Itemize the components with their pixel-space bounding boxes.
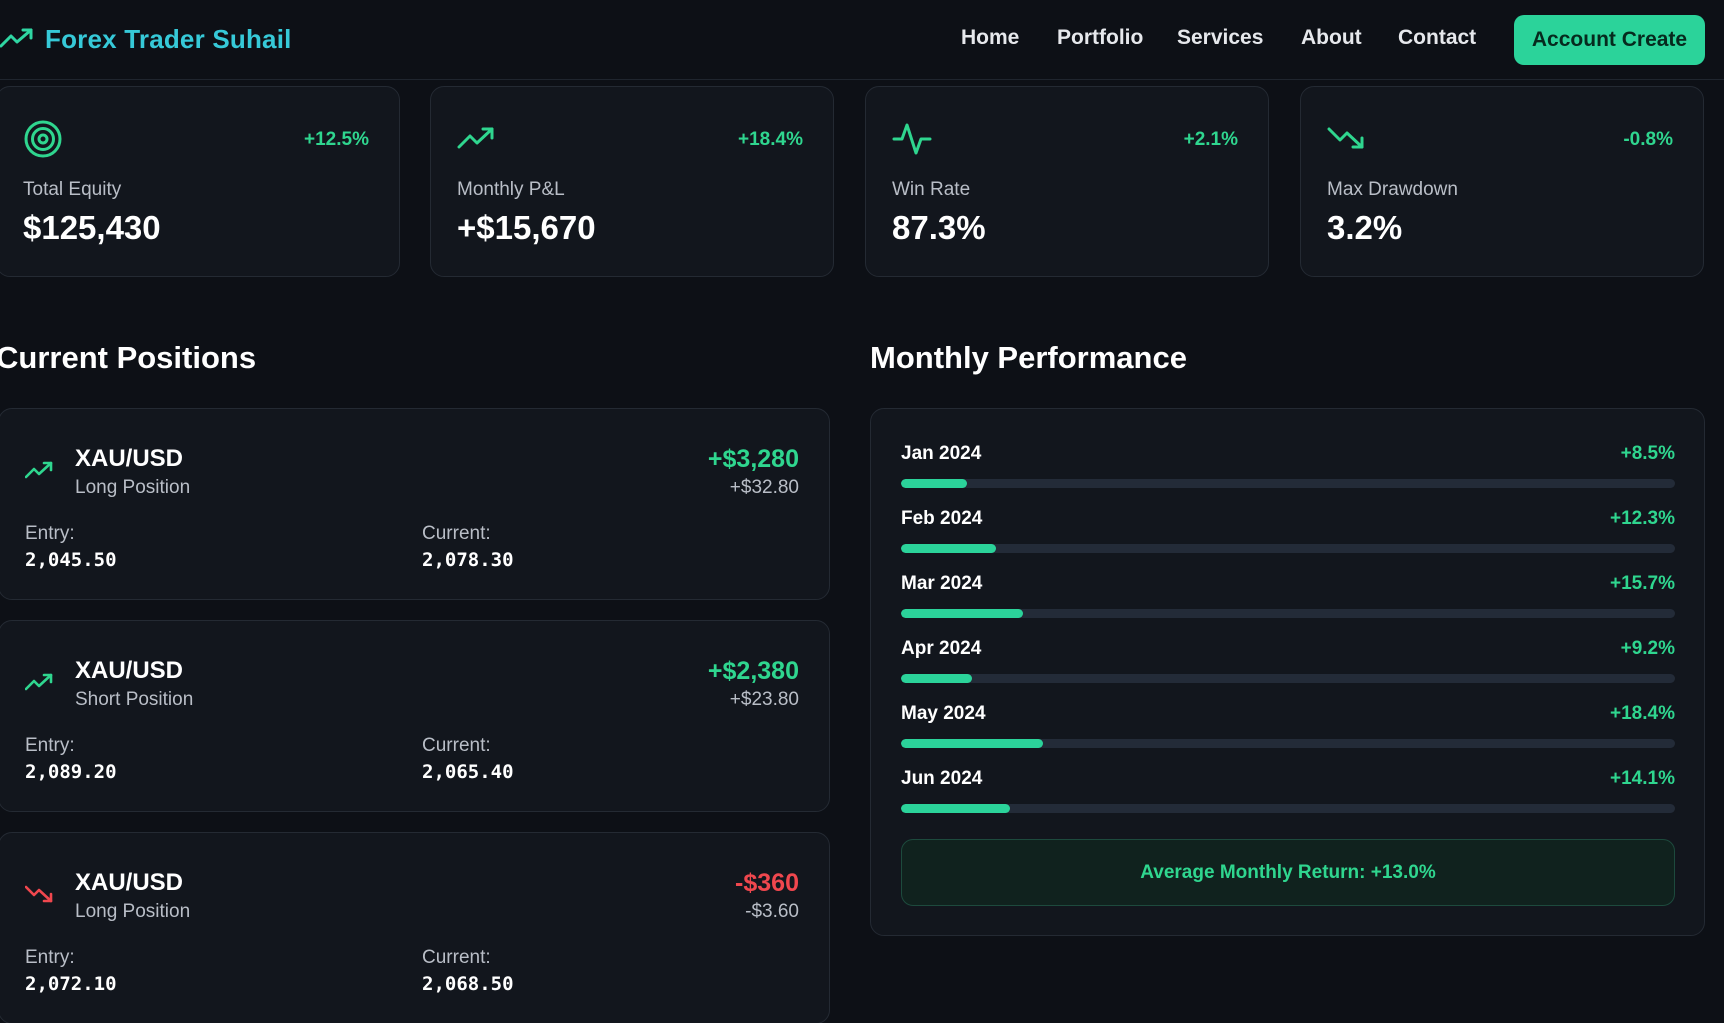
progress-fill — [901, 609, 1023, 618]
positions-section-title: Current Positions — [0, 340, 257, 375]
performance-month: Feb 2024 — [901, 508, 983, 529]
entry-value: 2,045.50 — [25, 549, 117, 571]
progress-track — [901, 804, 1675, 813]
stat-value: 3.2% — [1327, 209, 1403, 246]
stat-change: +18.4% — [738, 129, 803, 150]
nav-link-about[interactable]: About — [1301, 26, 1362, 49]
progress-track — [901, 609, 1675, 618]
progress-fill — [901, 674, 973, 683]
current-value: 2,068.50 — [422, 973, 514, 995]
progress-fill — [901, 804, 1011, 813]
trending-up-icon — [457, 127, 494, 149]
performance-value: +15.7% — [1610, 573, 1675, 594]
performance-row: Jun 2024 +14.1% — [901, 768, 1675, 818]
progress-track — [901, 544, 1675, 553]
position-type: Short Position — [75, 689, 194, 710]
position-type: Long Position — [75, 477, 191, 498]
performance-section-title: Monthly Performance — [870, 340, 1187, 375]
performance-row: Mar 2024 +15.7% — [901, 573, 1675, 623]
trending-down-icon — [1327, 127, 1364, 149]
trending-up-icon — [0, 28, 33, 48]
trending-down-icon — [25, 885, 53, 903]
activity-icon — [892, 123, 932, 155]
performance-month: Apr 2024 — [901, 638, 982, 659]
position-pnl-sub: +$23.80 — [729, 689, 799, 710]
current-label: Current: — [422, 947, 491, 968]
account-create-button[interactable]: Account Create — [1514, 15, 1705, 65]
position-card[interactable]: XAU/USD Short Position +$2,380 +$23.80 E… — [0, 620, 830, 812]
current-label: Current: — [422, 735, 491, 756]
progress-track — [901, 674, 1675, 683]
entry-value: 2,072.10 — [25, 973, 117, 995]
progress-fill — [901, 544, 997, 553]
position-pnl: +$2,380 — [707, 657, 799, 685]
top-nav: Forex Trader Suhail Home Portfolio Servi… — [0, 0, 1724, 80]
trending-up-icon — [25, 461, 53, 479]
performance-value: +9.2% — [1620, 638, 1675, 659]
nav-link-portfolio[interactable]: Portfolio — [1057, 26, 1144, 49]
stat-value: $125,430 — [23, 209, 161, 246]
performance-value: +12.3% — [1610, 508, 1675, 529]
average-monthly-return: Average Monthly Return: +13.0% — [901, 839, 1675, 906]
stat-change: +2.1% — [1183, 129, 1238, 150]
progress-track — [901, 739, 1675, 748]
current-value: 2,065.40 — [422, 761, 514, 783]
position-pnl: +$3,280 — [707, 445, 799, 473]
stat-label: Monthly P&L — [457, 179, 565, 200]
performance-month: Jun 2024 — [901, 768, 983, 789]
stat-card-monthly-pnl: +18.4% Monthly P&L +$15,670 — [430, 86, 834, 277]
performance-row: Feb 2024 +12.3% — [901, 508, 1675, 558]
position-pnl: -$360 — [735, 869, 799, 897]
position-card[interactable]: XAU/USD Long Position -$360 -$3.60 Entry… — [0, 832, 830, 1023]
entry-label: Entry: — [25, 523, 75, 544]
performance-value: +8.5% — [1620, 443, 1675, 464]
stat-card-total-equity: +12.5% Total Equity $125,430 — [0, 86, 400, 277]
stat-label: Max Drawdown — [1327, 179, 1458, 200]
performance-month: Jan 2024 — [901, 443, 982, 464]
stat-card-win-rate: +2.1% Win Rate 87.3% — [865, 86, 1269, 277]
performance-value: +14.1% — [1610, 768, 1675, 789]
target-icon — [24, 120, 62, 158]
nav-link-services[interactable]: Services — [1177, 26, 1264, 49]
brand[interactable]: Forex Trader Suhail — [0, 22, 292, 57]
current-value: 2,078.30 — [422, 549, 514, 571]
brand-name: Forex Trader Suhail — [45, 24, 292, 54]
position-pnl-sub: +$32.80 — [729, 477, 799, 498]
entry-label: Entry: — [25, 735, 75, 756]
stat-value: 87.3% — [892, 209, 986, 246]
position-type: Long Position — [75, 901, 191, 922]
progress-fill — [901, 739, 1044, 748]
trending-up-icon — [25, 673, 53, 691]
monthly-performance-card: Jan 2024 +8.5% Feb 2024 +12.3% Mar 2024 … — [870, 408, 1705, 936]
stat-change: +12.5% — [304, 129, 369, 150]
performance-row: Apr 2024 +9.2% — [901, 638, 1675, 688]
stat-label: Win Rate — [892, 179, 971, 200]
progress-fill — [901, 479, 967, 488]
entry-value: 2,089.20 — [25, 761, 117, 783]
stat-value: +$15,670 — [457, 209, 596, 246]
position-symbol: XAU/USD — [75, 657, 184, 684]
performance-month: Mar 2024 — [901, 573, 983, 594]
nav-link-home[interactable]: Home — [961, 26, 1020, 49]
progress-track — [901, 479, 1675, 488]
stat-change: -0.8% — [1623, 129, 1673, 150]
performance-row: Jan 2024 +8.5% — [901, 443, 1675, 493]
performance-row: May 2024 +18.4% — [901, 703, 1675, 753]
position-card[interactable]: XAU/USD Long Position +$3,280 +$32.80 En… — [0, 408, 830, 600]
performance-month: May 2024 — [901, 703, 986, 724]
nav-link-contact[interactable]: Contact — [1398, 26, 1477, 49]
entry-label: Entry: — [25, 947, 75, 968]
stat-label: Total Equity — [23, 179, 122, 200]
position-pnl-sub: -$3.60 — [745, 901, 799, 922]
position-symbol: XAU/USD — [75, 869, 184, 896]
stat-card-max-drawdown: -0.8% Max Drawdown 3.2% — [1300, 86, 1704, 277]
position-symbol: XAU/USD — [75, 445, 184, 472]
performance-value: +18.4% — [1610, 703, 1675, 724]
current-label: Current: — [422, 523, 491, 544]
